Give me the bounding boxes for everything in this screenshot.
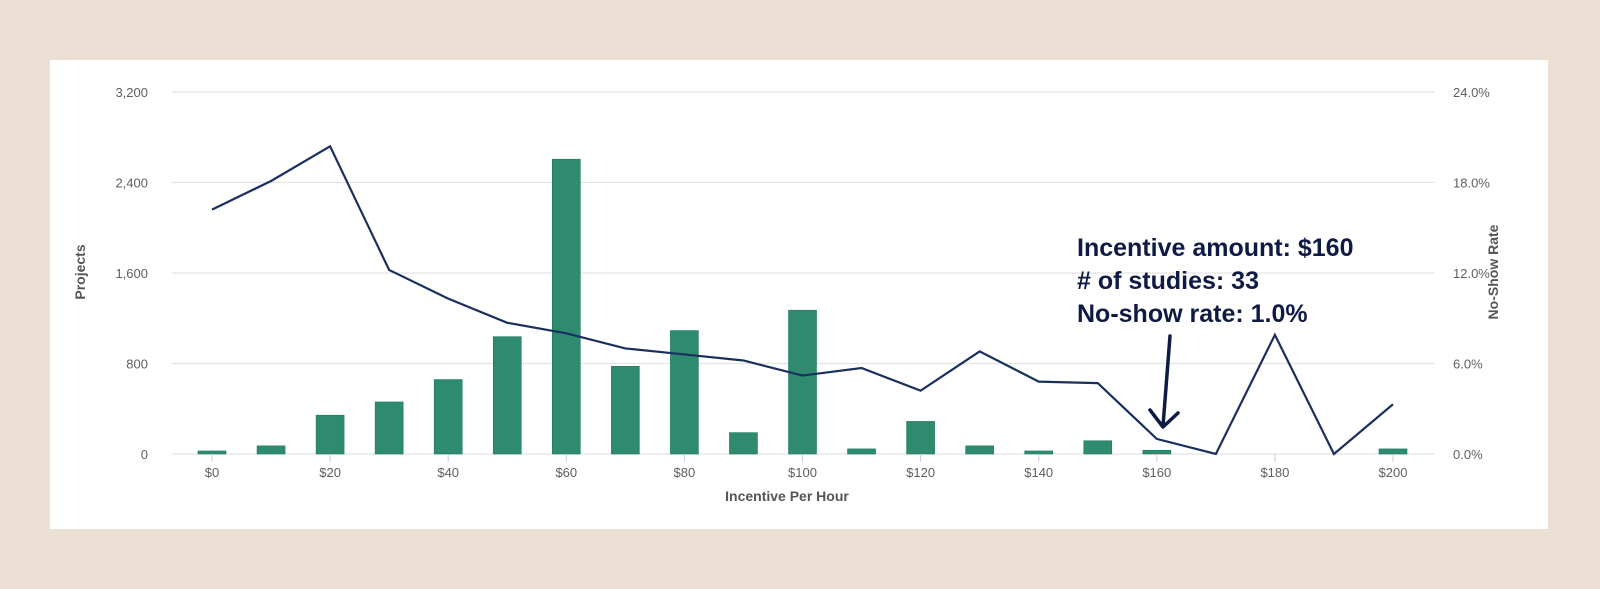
bar-usd-110 (847, 448, 876, 455)
annotation-callout: Incentive amount: $160 # of studies: 33 … (1077, 234, 1353, 429)
y-axis-right-title: No-Show Rate (1485, 224, 1501, 319)
y-left-tick-label: 2,400 (115, 176, 148, 191)
bar-usd-60 (551, 158, 581, 455)
bar-usd-90 (729, 432, 758, 455)
y-axis-left: 0 800 1,600 2,400 3,200 (115, 85, 148, 462)
y-right-tick-label: 12.0% (1453, 266, 1490, 281)
x-axis-title: Incentive Per Hour (725, 488, 849, 504)
bar-usd-0 (197, 450, 227, 455)
x-axis: $0 $20 $40 $60 $80 $100 $120 $140 $160 $180 $200 (205, 454, 1408, 480)
bar-usd-50 (492, 336, 522, 455)
y-right-tick-label: 24.0% (1453, 85, 1490, 100)
bar-usd-40 (433, 379, 463, 455)
y-axis-left-title: Projects (72, 244, 88, 299)
bar-usd-80 (670, 330, 699, 455)
x-tick-label: $120 (906, 465, 935, 480)
bar-usd-100 (788, 309, 817, 455)
gridlines (172, 91, 1435, 455)
bar-usd-200 (1378, 448, 1408, 455)
x-tick-label: $180 (1260, 465, 1289, 480)
y-left-tick-label: 1,600 (115, 266, 148, 281)
arrow-down-icon (1148, 334, 1180, 429)
chart-card: $0 $20 $40 $60 $80 $100 $120 $140 $160 $180 $200 0… (50, 60, 1548, 529)
y-right-tick-label: 0.0% (1453, 447, 1483, 462)
x-tick-label: $0 (205, 465, 219, 480)
bar-series-projects (197, 158, 1408, 455)
y-left-tick-label: 0 (141, 447, 148, 462)
bar-usd-130 (965, 445, 994, 455)
x-tick-label: $40 (437, 465, 459, 480)
annotation-study-count: # of studies: 33 (1077, 267, 1259, 295)
annotation-incentive-amount: Incentive amount: $160 (1077, 234, 1353, 262)
bar-usd-20 (315, 414, 345, 455)
bar-usd-10 (256, 445, 286, 455)
bar-usd-160 (1142, 449, 1172, 455)
x-tick-label: $60 (555, 465, 577, 480)
x-tick-label: $80 (674, 465, 696, 480)
bar-usd-150 (1083, 440, 1113, 455)
bar-usd-70 (611, 366, 640, 455)
bar-usd-140 (1024, 450, 1054, 455)
line-series-no-show-rate (211, 144, 1394, 456)
bar-usd-30 (374, 401, 404, 455)
x-tick-label: $100 (788, 465, 817, 480)
combo-bar-line-chart: $0 $20 $40 $60 $80 $100 $120 $140 $160 $180 $200 0… (72, 85, 1501, 504)
y-right-tick-label: 18.0% (1453, 176, 1490, 191)
x-tick-label: $140 (1024, 465, 1053, 480)
y-right-tick-label: 6.0% (1453, 357, 1483, 372)
y-left-tick-label: 3,200 (115, 85, 148, 100)
no-show-rate-line (211, 144, 1394, 456)
y-axis-right: 0.0% 6.0% 12.0% 18.0% 24.0% (1453, 85, 1490, 462)
x-tick-label: $160 (1142, 465, 1171, 480)
y-left-tick-label: 800 (126, 357, 148, 372)
annotation-no-show-rate: No-show rate: 1.0% (1077, 300, 1308, 328)
bar-usd-120 (906, 421, 935, 455)
x-tick-label: $200 (1379, 465, 1408, 480)
x-tick-label: $20 (319, 465, 341, 480)
